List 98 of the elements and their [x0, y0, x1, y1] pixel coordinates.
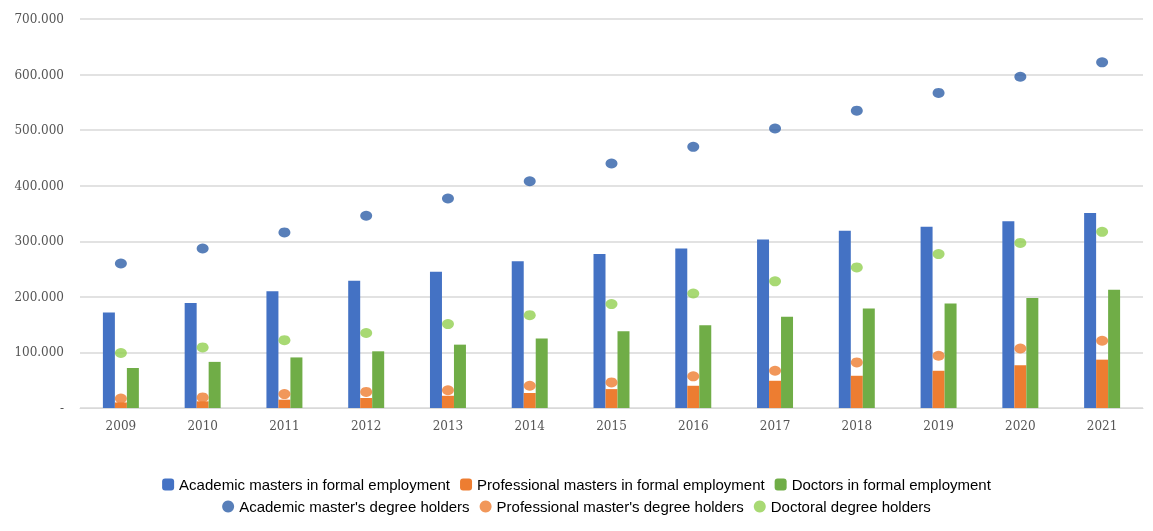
bar — [1108, 289, 1121, 408]
legend-label: Doctors in formal employment — [791, 476, 992, 493]
point — [114, 393, 127, 404]
point — [850, 262, 863, 273]
y-tick-label: 600.000 — [14, 67, 64, 82]
point — [196, 243, 209, 254]
point — [360, 327, 373, 338]
x-tick-label: 2014 — [514, 419, 546, 433]
bar — [932, 370, 945, 408]
point — [932, 249, 945, 260]
bar — [617, 331, 630, 408]
point — [769, 276, 782, 287]
bar — [184, 302, 197, 408]
bar — [372, 351, 385, 408]
point — [1014, 343, 1027, 354]
x-tick-label: 2020 — [1005, 419, 1036, 433]
point — [360, 210, 373, 221]
x-tick-label: 2017 — [759, 419, 791, 433]
legend-label: Doctoral degree holders — [770, 498, 931, 515]
bar — [429, 271, 442, 408]
x-tick-label: 2012 — [350, 419, 382, 433]
bar — [453, 344, 466, 408]
point — [441, 319, 454, 330]
point — [523, 176, 536, 187]
legend-label: Academic master's degree holders — [239, 498, 470, 515]
point — [1096, 57, 1109, 68]
bar — [1002, 221, 1015, 408]
x-tick-label: 2015 — [596, 419, 627, 433]
point — [769, 123, 782, 134]
point — [278, 335, 291, 346]
legend-label: Academic masters in formal employment — [179, 476, 451, 493]
x-tick-label: 2009 — [105, 419, 137, 433]
x-tick-label: 2011 — [269, 419, 300, 433]
bar — [593, 254, 606, 408]
point — [1096, 226, 1109, 237]
x-tick-label: 2018 — [841, 419, 873, 433]
point — [687, 141, 700, 152]
bar — [511, 261, 524, 408]
x-tick-label: 2010 — [187, 419, 218, 433]
bar — [1084, 212, 1097, 408]
bar — [126, 367, 139, 408]
point — [850, 105, 863, 116]
bar — [838, 230, 851, 408]
bar — [769, 380, 782, 408]
bar — [920, 226, 933, 408]
x-tick-label: 2016 — [678, 419, 709, 433]
point — [605, 299, 618, 310]
bar — [675, 248, 688, 408]
point — [932, 87, 945, 98]
point — [114, 258, 127, 269]
x-tick-label: 2021 — [1086, 419, 1118, 433]
point — [523, 310, 536, 321]
y-tick-label: 700.000 — [14, 12, 64, 26]
point — [196, 392, 209, 403]
bar — [850, 375, 863, 408]
y-tick-label: 100.000 — [14, 345, 64, 360]
bar — [862, 308, 875, 408]
bar — [757, 239, 770, 408]
point — [441, 193, 454, 204]
y-tick-label: 500.000 — [14, 123, 64, 138]
point — [523, 380, 536, 391]
point — [278, 389, 291, 400]
point — [1096, 335, 1109, 346]
point — [441, 385, 454, 396]
point — [360, 386, 373, 397]
point — [850, 357, 863, 368]
bar — [535, 338, 548, 408]
y-tick-label: 400.000 — [14, 178, 64, 193]
point — [769, 365, 782, 376]
point — [687, 288, 700, 299]
x-tick-label: 2013 — [432, 419, 464, 433]
bar — [102, 312, 115, 408]
legend-label: Professional master's degree holders — [496, 498, 744, 515]
point — [1014, 71, 1027, 82]
bar — [266, 291, 279, 408]
bar — [290, 357, 303, 408]
bar — [687, 385, 700, 408]
point — [114, 347, 127, 358]
point — [196, 342, 209, 353]
y-tick-label: 200.000 — [14, 289, 64, 304]
point — [605, 377, 618, 388]
bar — [699, 325, 712, 408]
legend-label: Professional masters in formal employment — [477, 476, 766, 493]
point — [278, 227, 291, 238]
bar — [1026, 297, 1039, 408]
bar — [348, 280, 361, 408]
point — [932, 350, 945, 361]
bar — [1096, 359, 1109, 408]
y-tick-label: - — [59, 401, 64, 415]
bar — [781, 316, 794, 408]
bar — [944, 303, 957, 408]
point — [1014, 237, 1027, 248]
y-tick-label: 300.000 — [14, 234, 64, 249]
x-tick-label: 2019 — [923, 419, 954, 433]
bar — [1014, 365, 1027, 408]
bar — [208, 361, 221, 408]
point — [605, 158, 618, 169]
point — [687, 371, 700, 382]
